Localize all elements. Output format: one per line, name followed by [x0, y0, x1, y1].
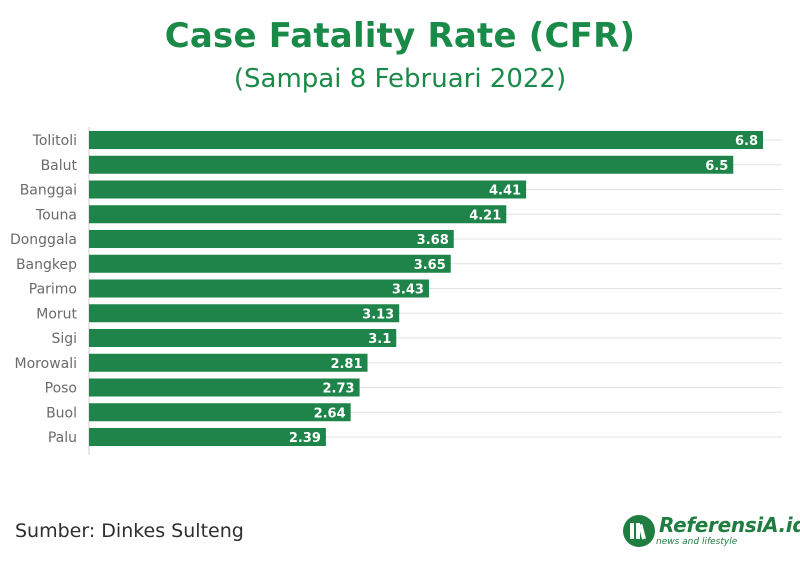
brand-name: ReferensiA.id	[659, 513, 800, 537]
data-label: 4.21	[469, 208, 501, 223]
category-label: Tolitoli	[32, 133, 77, 149]
bar-chart: Tolitoli 6.8 Balut 6.5 Banggai 4.41 Touna 4.21 D…	[10, 127, 782, 455]
bar	[89, 180, 527, 199]
bar	[89, 254, 451, 273]
category-label: Buol	[46, 405, 77, 421]
data-label: 3.65	[414, 258, 446, 273]
category-label: Poso	[45, 381, 77, 397]
chart-title: Case Fatality Rate (CFR)	[164, 16, 636, 56]
category-label: Sigi	[51, 331, 77, 347]
bar	[89, 329, 397, 347]
bar	[89, 353, 368, 372]
data-label: 3.13	[362, 307, 394, 322]
category-label: Morowali	[15, 356, 77, 372]
bar	[89, 230, 454, 248]
category-label: Donggala	[10, 232, 77, 248]
bar	[89, 304, 400, 323]
bar	[89, 428, 326, 446]
bar	[89, 378, 360, 397]
data-label: 2.39	[289, 431, 321, 446]
data-label: 4.41	[489, 184, 521, 199]
data-label: 6.5	[705, 159, 728, 174]
bar	[89, 205, 507, 224]
brand-logo: ReferensiA.id news and lifestyle	[622, 512, 800, 552]
data-label: 3.68	[417, 233, 449, 248]
brand-tagline: news and lifestyle	[656, 537, 738, 547]
data-label: 2.64	[314, 406, 346, 421]
chart-subtitle: (Sampai 8 Februari 2022)	[233, 64, 567, 94]
bar	[89, 403, 351, 422]
bar	[89, 131, 763, 149]
data-label: 3.1	[368, 332, 391, 347]
category-label: Touna	[35, 207, 77, 223]
data-label: 6.8	[735, 134, 758, 149]
category-label: Morut	[36, 306, 77, 322]
data-label: 2.73	[323, 382, 355, 397]
bar	[89, 279, 429, 298]
bar	[89, 155, 734, 174]
data-label: 2.81	[330, 357, 362, 372]
category-label: Balut	[41, 158, 78, 174]
category-label: Banggai	[20, 183, 77, 199]
source-note: Sumber: Dinkes Sulteng	[15, 520, 244, 542]
category-label: Parimo	[29, 282, 77, 298]
category-label: Bangkep	[16, 257, 77, 273]
category-label: Palu	[48, 430, 77, 446]
data-label: 3.43	[392, 283, 424, 298]
books-icon	[623, 515, 655, 547]
